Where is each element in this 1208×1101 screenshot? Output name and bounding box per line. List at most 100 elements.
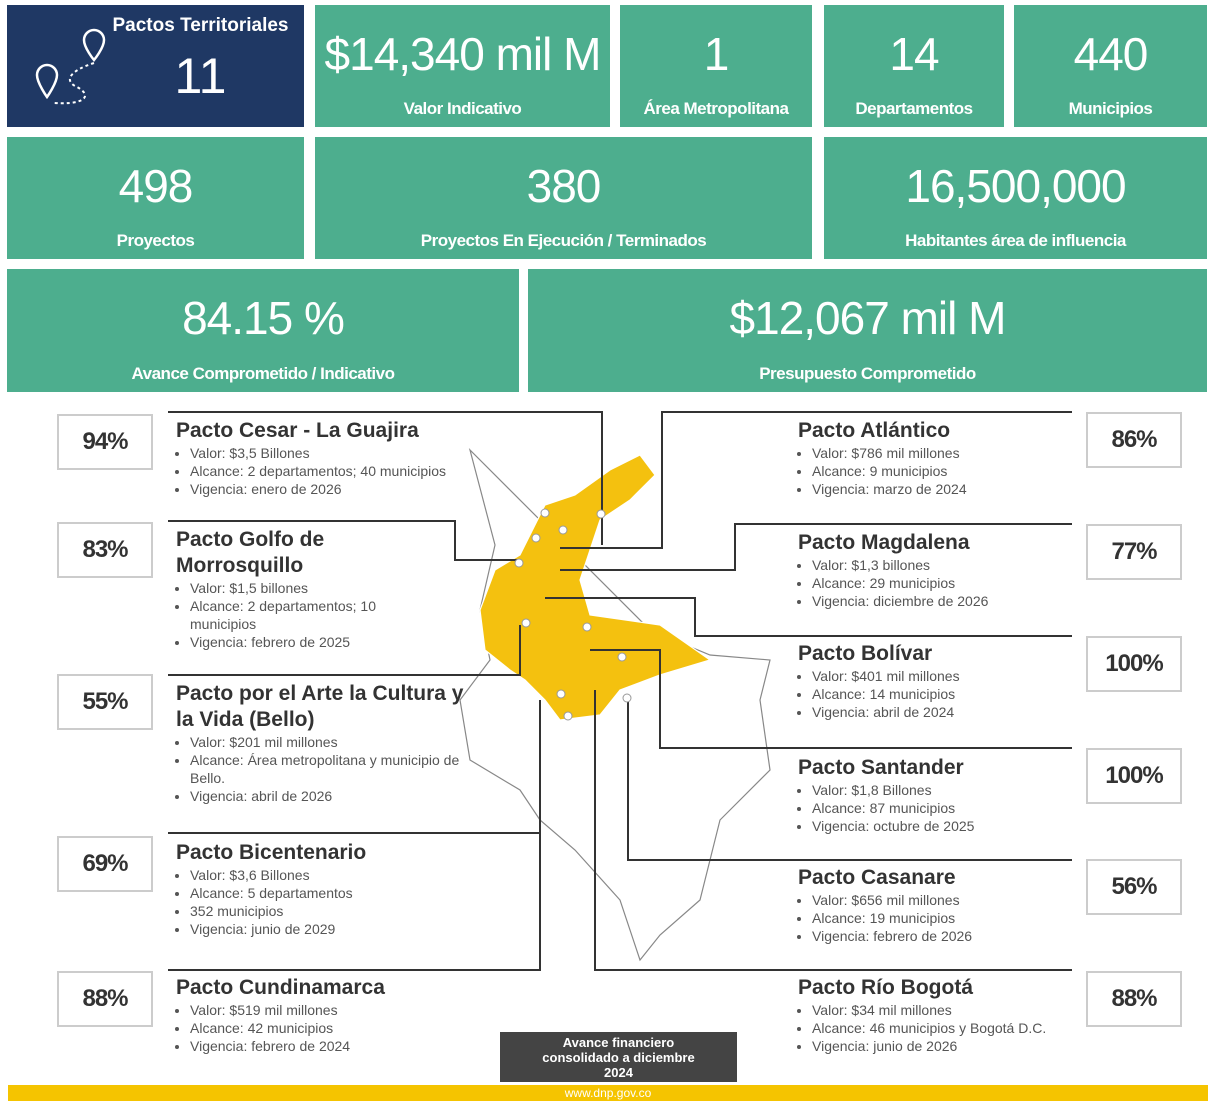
kpi-tile: 380 Proyectos En Ejecución / Terminados [315,137,812,259]
pact-bullets: Valor: $3,5 BillonesAlcance: 2 departame… [176,444,496,498]
kpi-value: $14,340 mil M [324,28,602,80]
pact: Pacto Cesar - La GuajiraValor: $3,5 Bill… [176,418,496,498]
pact-bullets: Valor: $1,8 BillonesAlcance: 87 municipi… [798,781,1078,835]
footer-note: Avance financiero consolidado a diciembr… [500,1032,737,1082]
pact: Pacto Río BogotáValor: $34 mil millonesA… [798,975,1078,1055]
pact-bullet: Vigencia: marzo de 2024 [812,480,1078,498]
pact-percent: 55% [57,674,153,730]
kpi-tile: 14 Departamentos [824,5,1004,127]
pact-percent: 56% [1086,859,1182,915]
kpi-label: Avance Comprometido / Indicativo [131,364,395,383]
pact-bullet: Vigencia: febrero de 2024 [190,1037,466,1055]
pact-bullets: Valor: $656 mil millonesAlcance: 19 muni… [798,891,1078,945]
kpi-label: Municipios [1068,99,1153,118]
pact-bullet: Alcance: 2 departamentos; 40 municipios [190,462,496,480]
kpi-value: 14 [889,28,939,80]
map-pins [514,508,632,721]
pact-bullet: Valor: $1,8 Billones [812,781,1078,799]
pact: Pacto CundinamarcaValor: $519 mil millon… [176,975,466,1055]
pact-bullets: Valor: $3,6 BillonesAlcance: 5 departame… [176,866,466,938]
pact-bullet: Vigencia: abril de 2024 [812,703,1078,721]
map-outline [459,448,771,962]
pact-bullet: Valor: $3,6 Billones [190,866,466,884]
pact-percent: 88% [1086,971,1182,1027]
kpi-label: Valor Indicativo [403,99,522,118]
route-icon [35,28,106,105]
pact: Pacto SantanderValor: $1,8 BillonesAlcan… [798,755,1078,835]
pact-bullet: Valor: $786 mil millones [812,444,1078,462]
pact: Pacto MagdalenaValor: $1,3 billonesAlcan… [798,530,1078,610]
pact-bullet: Vigencia: febrero de 2026 [812,927,1078,945]
pact-bullet: Alcance: 14 municipios [812,685,1078,703]
pact-bullet: Vigencia: enero de 2026 [190,480,496,498]
pact-bullets: Valor: $1,5 billonesAlcance: 2 departame… [176,579,406,651]
kpi-label: Habitantes área de influencia [905,231,1126,250]
kpi-tile: $14,340 mil M Valor Indicativo [315,5,610,127]
header-tile: Pactos Territoriales 11 [7,5,304,127]
pact-bullet: Alcance: Área metropolitana y municipio … [190,751,466,787]
pact-bullet: Alcance: 9 municipios [812,462,1078,480]
kpi-tile: 498 Proyectos [7,137,304,259]
pact-bullets: Valor: $519 mil millonesAlcance: 42 muni… [176,1001,466,1055]
connectors [168,411,1072,971]
pact: Pacto BolívarValor: $401 mil millonesAlc… [798,641,1078,721]
kpi-value: $12,067 mil M [729,292,1007,344]
pact-bullet: Vigencia: junio de 2026 [812,1037,1078,1055]
pact-name: Pacto por el Arte la Cultura y la Vida (… [176,682,464,731]
pact-bullets: Valor: $786 mil millonesAlcance: 9 munic… [798,444,1078,498]
pact-bullets: Valor: $1,3 billonesAlcance: 29 municipi… [798,556,1078,610]
pact: Pacto BicentenarioValor: $3,6 BillonesAl… [176,840,466,938]
footer-url: www.dnp.gov.co [8,1085,1208,1101]
pact-percent: 86% [1086,412,1182,468]
pact-bullets: Valor: $34 mil millonesAlcance: 46 munic… [798,1001,1078,1055]
kpi-value: 498 [118,160,194,212]
kpi-value: 1 [703,28,730,80]
pact-percent: 100% [1086,748,1182,804]
kpi-label: Proyectos En Ejecución / Terminados [420,231,707,250]
pact-name: Pacto Atlántico [798,419,951,442]
pact-name: Pacto Magdalena [798,531,970,554]
pact: Pacto Golfo de MorrosquilloValor: $1,5 b… [176,527,406,651]
kpi-value: 16,500,000 [905,160,1126,212]
pact-bullet: Vigencia: febrero de 2025 [190,633,406,651]
pact-bullet: Valor: $3,5 Billones [190,444,496,462]
pact-bullets: Valor: $201 mil millonesAlcance: Área me… [176,733,466,805]
pact-bullet: Alcance: 42 municipios [190,1019,466,1037]
pact-bullet: Alcance: 29 municipios [812,574,1078,592]
pact-bullet: Valor: $401 mil millones [812,667,1078,685]
pact-bullet: Valor: $656 mil millones [812,891,1078,909]
pact-bullet: Alcance: 19 municipios [812,909,1078,927]
pact-bullet: Valor: $1,3 billones [812,556,1078,574]
pact-bullets: Valor: $401 mil millonesAlcance: 14 muni… [798,667,1078,721]
kpi-value: 440 [1073,28,1149,80]
pact: Pacto por el Arte la Cultura y la Vida (… [176,681,466,805]
pact-name: Pacto Río Bogotá [798,976,974,999]
pact-bullet: Valor: $519 mil millones [190,1001,466,1019]
kpi-label: Área Metropolitana [643,99,789,118]
pact-bullet: Alcance: 2 departamentos; 10 municipios [190,597,406,633]
pact-percent: 77% [1086,524,1182,580]
pact-percent: 88% [57,971,153,1027]
kpi-tile: $12,067 mil M Presupuesto Comprometido [528,269,1207,392]
kpi-label: Departamentos [855,99,973,118]
header-title: Pactos Territoriales [112,15,289,36]
kpi-tile: 16,500,000 Habitantes área de influencia [824,137,1207,259]
pact-bullet: Vigencia: diciembre de 2026 [812,592,1078,610]
pact-bullet: Vigencia: octubre de 2025 [812,817,1078,835]
kpi-value: 84.15 % [182,292,345,344]
pact-percent: 69% [57,836,153,892]
pact-bullet: Valor: $201 mil millones [190,733,466,751]
pact: Pacto AtlánticoValor: $786 mil millonesA… [798,418,1078,498]
pact-bullet: Alcance: 5 departamentos [190,884,466,902]
pact-name: Pacto Bolívar [798,642,933,665]
kpi-tile: 1 Área Metropolitana [620,5,812,127]
kpi-label: Proyectos [116,231,195,250]
kpi-tile: 84.15 % Avance Comprometido / Indicativo [7,269,519,392]
pact-name: Pacto Casanare [798,866,956,889]
kpi-tile: 440 Municipios [1014,5,1207,127]
kpi-label: Presupuesto Comprometido [759,364,976,383]
pact: Pacto CasanareValor: $656 mil millonesAl… [798,865,1078,945]
pact-name: Pacto Bicentenario [176,841,367,864]
